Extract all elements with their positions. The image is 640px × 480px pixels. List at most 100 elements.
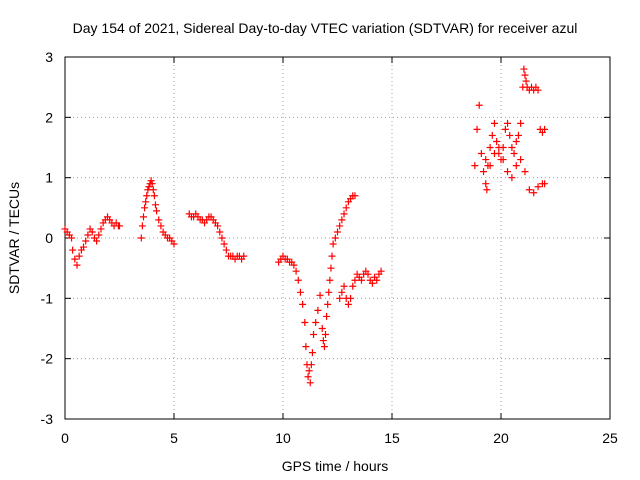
data-point	[301, 318, 309, 326]
data-point	[328, 252, 336, 260]
data-point	[501, 125, 509, 133]
data-point	[541, 125, 549, 133]
data-point	[373, 276, 381, 284]
data-point	[325, 288, 333, 296]
data-point	[508, 174, 516, 182]
data-point	[351, 192, 359, 200]
chart-title: Day 154 of 2021, Sidereal Day-to-day VTE…	[73, 20, 578, 36]
data-point	[318, 325, 326, 332]
data-point	[493, 137, 501, 145]
data-point	[324, 300, 332, 308]
data-point	[347, 294, 355, 302]
data-point	[525, 186, 533, 194]
data-points	[61, 65, 549, 387]
data-point	[302, 343, 310, 351]
data-point	[153, 207, 161, 215]
y-tick-label: 1	[45, 170, 53, 186]
y-tick-label: 2	[45, 109, 53, 125]
data-point	[512, 137, 520, 145]
data-point	[342, 204, 350, 212]
x-tick-label: 10	[275, 430, 291, 446]
data-point	[499, 156, 507, 164]
y-tick-label: 0	[45, 230, 53, 246]
y-tick-label: -2	[41, 351, 54, 367]
x-tick-label: 25	[602, 430, 618, 446]
data-point	[222, 246, 230, 254]
data-point	[480, 168, 488, 176]
data-point	[486, 162, 494, 170]
data-point	[327, 264, 335, 272]
ticks: 0 5 10 15 20 25 -3 -2 -1 0 1 2 3	[41, 49, 618, 446]
data-point	[488, 131, 496, 139]
data-point	[517, 119, 525, 127]
data-point	[80, 243, 88, 251]
data-point	[142, 198, 150, 206]
data-point	[310, 331, 318, 339]
data-point	[308, 349, 316, 357]
data-point	[138, 222, 146, 230]
data-point	[471, 162, 479, 170]
data-point	[95, 231, 103, 239]
y-tick-label: 3	[45, 49, 53, 65]
y-axis-label: SDTVAR / TECUs	[6, 182, 22, 294]
data-point	[336, 294, 344, 302]
data-point	[368, 279, 376, 287]
data-point	[216, 228, 224, 236]
y-tick-label: -3	[41, 411, 54, 427]
data-point	[521, 168, 529, 176]
data-point	[514, 131, 522, 139]
data-point	[475, 101, 483, 109]
data-point	[82, 237, 90, 245]
data-point	[139, 213, 147, 221]
data-point	[316, 291, 324, 299]
data-point	[299, 300, 307, 308]
data-point	[486, 144, 494, 151]
data-point	[84, 231, 92, 239]
data-point	[319, 337, 327, 345]
data-point	[344, 300, 352, 308]
data-point	[147, 177, 155, 185]
data-point	[351, 276, 359, 284]
x-tick-label: 20	[493, 430, 509, 446]
data-point	[357, 276, 365, 284]
data-point	[290, 261, 298, 269]
data-point	[306, 379, 314, 387]
data-point	[504, 119, 512, 127]
data-point	[331, 234, 339, 242]
data-point	[506, 131, 514, 139]
data-point	[490, 150, 498, 158]
data-point	[320, 343, 328, 351]
data-point	[504, 168, 512, 176]
data-point	[305, 367, 313, 375]
data-point	[326, 276, 334, 284]
data-point	[521, 71, 529, 79]
data-point	[323, 312, 331, 320]
data-point	[145, 183, 153, 191]
data-point	[336, 222, 344, 230]
data-point	[148, 180, 156, 188]
data-point	[292, 267, 300, 275]
data-point	[155, 216, 163, 224]
data-point	[364, 270, 372, 278]
x-tick-label: 15	[384, 430, 400, 446]
data-point	[220, 240, 228, 248]
data-point	[490, 119, 498, 127]
data-point	[338, 288, 346, 296]
data-point	[510, 150, 518, 158]
data-point	[512, 162, 520, 170]
data-point	[149, 186, 157, 194]
x-axis-label: GPS time / hours	[282, 458, 389, 474]
data-point	[218, 234, 226, 242]
data-point	[483, 186, 491, 194]
data-point	[329, 240, 337, 248]
data-point	[88, 228, 96, 236]
data-point	[312, 318, 320, 326]
data-point	[482, 180, 490, 188]
data-point	[482, 156, 490, 164]
data-point	[116, 222, 123, 230]
data-point	[137, 234, 145, 242]
data-point	[69, 246, 77, 254]
data-point	[522, 77, 530, 85]
